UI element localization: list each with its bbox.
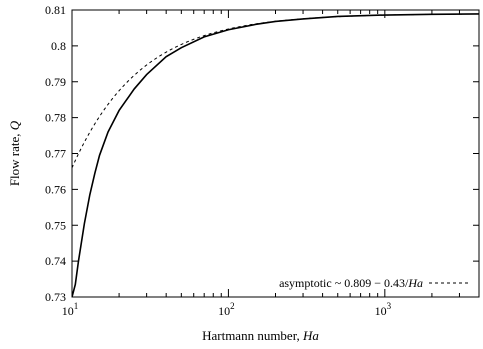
x-tick-label: 102 [218, 301, 235, 318]
y-tick-label: 0.75 [45, 218, 66, 232]
y-tick-label: 0.8 [51, 39, 66, 53]
y-tick-label: 0.74 [45, 254, 66, 268]
y-axis-label: Flow rate, Q [7, 120, 22, 186]
x-axis-label: Hartmann number, Ha [202, 328, 319, 343]
y-tick-label: 0.76 [45, 182, 66, 196]
series-line-flow-rate [72, 13, 479, 297]
series-layer [72, 13, 479, 297]
plot-frame [71, 9, 480, 298]
y-tick-label: 0.81 [45, 3, 66, 17]
y-tick-label: 0.77 [45, 147, 66, 161]
legend-label: asymptotic ~ 0.809 − 0.43/Ha [279, 276, 423, 290]
series-line-asymptotic [72, 13, 479, 169]
x-tick-label: 103 [375, 301, 392, 318]
y-tick-label: 0.79 [45, 75, 66, 89]
x-tick-label: 101 [62, 301, 79, 318]
axis-labels: Hartmann number, Ha Flow rate, Q [7, 120, 319, 343]
legend: asymptotic ~ 0.809 − 0.43/Ha [279, 276, 469, 290]
axes-layer: 0.73 0.74 0.75 0.76 0.77 0.78 0.79 0.8 0.81 101 10… [45, 3, 480, 318]
y-tick-label: 0.73 [45, 290, 66, 304]
y-tick-label: 0.78 [45, 111, 66, 125]
